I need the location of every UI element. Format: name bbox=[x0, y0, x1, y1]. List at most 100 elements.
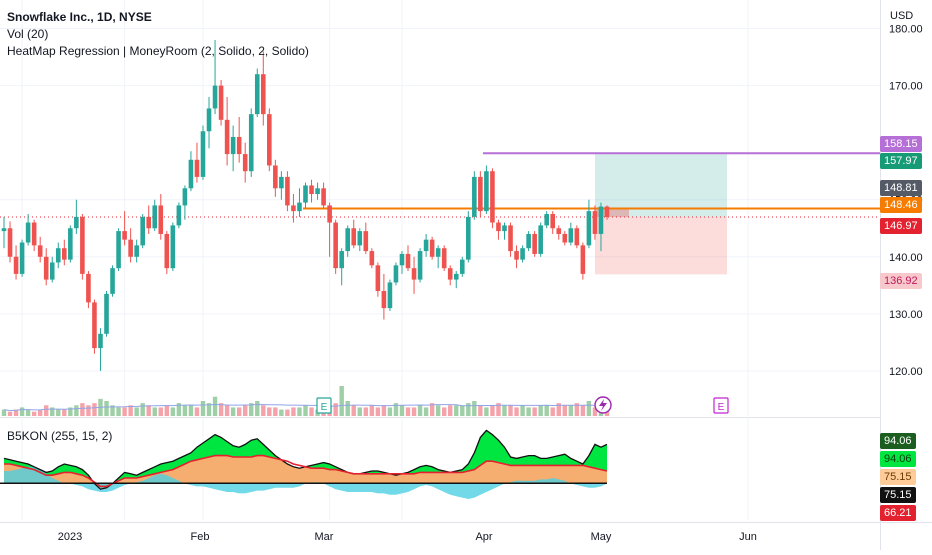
volume-ma-line bbox=[3, 403, 608, 412]
volume-bar bbox=[387, 407, 393, 416]
candle-body bbox=[478, 176, 483, 212]
candle-body bbox=[194, 159, 200, 177]
candle-body bbox=[55, 248, 61, 263]
candle-body bbox=[236, 136, 242, 155]
y-tick-label: 180.00 bbox=[889, 24, 923, 36]
candle-body bbox=[206, 108, 212, 132]
volume-bar bbox=[580, 405, 586, 416]
volume-bar bbox=[574, 403, 580, 416]
candle-body bbox=[128, 239, 133, 257]
y-tick-label: 120.00 bbox=[889, 366, 923, 378]
volume-bar bbox=[249, 403, 254, 416]
oscillator-cyan-area bbox=[4, 466, 607, 499]
candle-body bbox=[459, 259, 465, 274]
stop-zone bbox=[595, 217, 727, 275]
earnings-event-icon bbox=[713, 397, 729, 414]
entry-zone bbox=[595, 207, 629, 218]
candle-body bbox=[399, 253, 405, 266]
candle-body bbox=[25, 222, 31, 243]
volume-bar bbox=[592, 407, 598, 416]
price-label-1: 157.97 bbox=[880, 153, 922, 169]
volume-bar bbox=[92, 403, 97, 416]
candle-body bbox=[375, 265, 381, 292]
candle-body bbox=[351, 228, 357, 246]
candle-body bbox=[1, 228, 7, 232]
volume-bar bbox=[381, 405, 387, 416]
volume-bar bbox=[375, 407, 381, 416]
volume-bar bbox=[405, 407, 411, 416]
heatmap-indicator-label[interactable]: HeatMap Regression | MoneyRoom (2, Solid… bbox=[7, 44, 309, 58]
candle-body bbox=[417, 251, 423, 280]
candle-body bbox=[152, 205, 158, 229]
candle-body bbox=[146, 216, 152, 229]
volume-bar bbox=[279, 409, 284, 416]
volume-bar bbox=[194, 407, 200, 416]
x-tick-label: Mar bbox=[315, 531, 334, 543]
volume-bar bbox=[68, 407, 73, 416]
candle-body bbox=[345, 228, 351, 252]
volume-bar bbox=[37, 409, 43, 416]
x-tick-label: Apr bbox=[475, 531, 492, 543]
volume-bar bbox=[369, 405, 375, 416]
volume-bar bbox=[514, 407, 519, 416]
volume-bar bbox=[532, 407, 537, 416]
volume-bar bbox=[7, 411, 13, 416]
candle-body bbox=[405, 253, 411, 269]
volume-bar bbox=[62, 409, 67, 416]
volume-bar bbox=[170, 407, 176, 416]
volume-bar bbox=[520, 405, 525, 416]
candle-body bbox=[279, 176, 284, 189]
candle-body bbox=[562, 233, 568, 243]
candle-body bbox=[242, 154, 248, 172]
volume-bar bbox=[441, 407, 447, 416]
volume-bar bbox=[460, 405, 465, 416]
volume-bar bbox=[140, 403, 145, 416]
candle-body bbox=[568, 228, 574, 243]
volume-bar bbox=[423, 407, 429, 416]
oscillator-title[interactable]: B5KON (255, 15, 2) bbox=[7, 429, 113, 443]
candle-body bbox=[134, 245, 139, 257]
price-label-2: 148.81 bbox=[880, 180, 922, 196]
earnings-event-icon bbox=[316, 397, 332, 414]
candle-body bbox=[80, 216, 85, 274]
symbol-title[interactable]: Snowflake Inc., 1D, NYSE bbox=[7, 10, 152, 24]
candle-body bbox=[140, 216, 145, 246]
volume-bar bbox=[357, 407, 362, 416]
oscillator-label-4: 66.21 bbox=[880, 505, 916, 521]
candle-body bbox=[98, 333, 103, 349]
x-tick-label: Jun bbox=[739, 531, 757, 543]
y-tick-label: 130.00 bbox=[889, 309, 923, 321]
volume-bar bbox=[309, 407, 314, 416]
volume-bar bbox=[417, 405, 423, 416]
candle-body bbox=[13, 256, 19, 274]
currency-label: USD bbox=[890, 10, 914, 22]
target-zone bbox=[595, 154, 727, 218]
x-tick-label: Feb bbox=[191, 531, 210, 543]
volume-bar bbox=[218, 403, 224, 416]
volume-bar bbox=[110, 405, 115, 416]
volume-bar bbox=[478, 405, 483, 416]
candle-body bbox=[49, 262, 55, 280]
candle-body bbox=[86, 273, 91, 303]
candle-body bbox=[200, 131, 206, 177]
candle-body bbox=[520, 248, 525, 260]
volume-bar bbox=[86, 405, 91, 416]
volume-bar bbox=[454, 405, 459, 416]
earnings-event-label: E bbox=[718, 402, 725, 413]
volume-bar bbox=[604, 409, 610, 416]
candle-body bbox=[273, 165, 278, 189]
volume-bar bbox=[339, 386, 344, 416]
candle-body bbox=[122, 231, 127, 240]
candle-body bbox=[104, 293, 109, 334]
candle-body bbox=[303, 185, 308, 203]
volume-bar bbox=[411, 407, 417, 416]
candle-body bbox=[297, 202, 302, 212]
volume-bar bbox=[243, 405, 248, 416]
candle-body bbox=[315, 188, 320, 195]
volume-indicator-label[interactable]: Vol (20) bbox=[7, 27, 49, 41]
candle-body bbox=[544, 213, 549, 226]
oscillator-label-0: 94.06 bbox=[880, 433, 916, 449]
candle-body bbox=[484, 171, 489, 212]
candle-body bbox=[116, 231, 121, 269]
